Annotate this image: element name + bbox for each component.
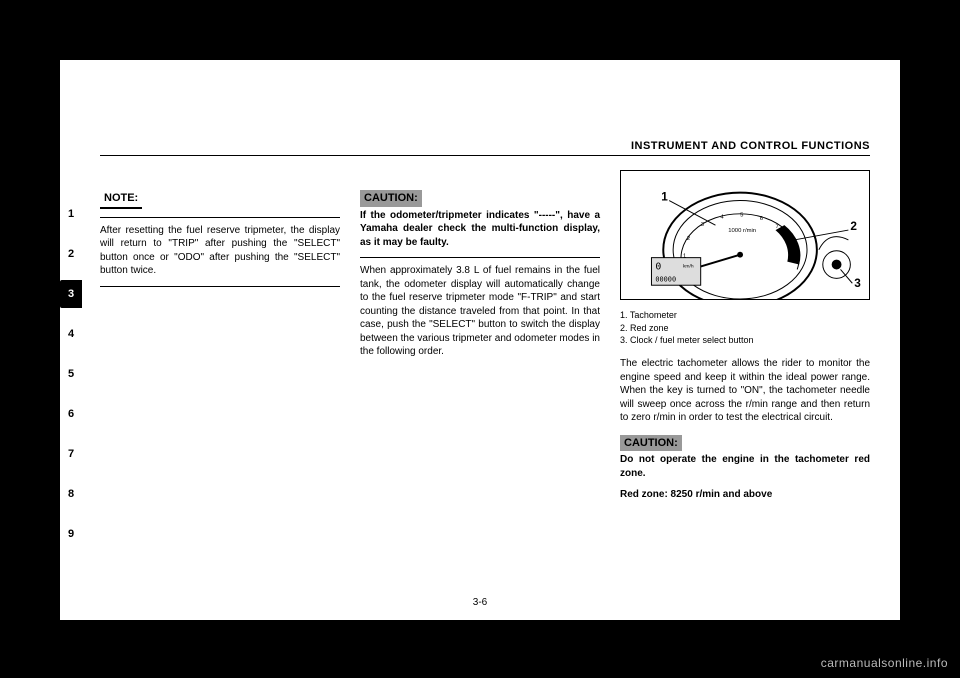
section-title: INSTRUMENT AND CONTROL FUNCTIONS — [631, 140, 870, 152]
tab-5: 5 — [60, 360, 82, 388]
svg-text:km/h: km/h — [683, 263, 694, 269]
tab-7: 7 — [60, 440, 82, 468]
column-1: NOTE: After resetting the fuel reserve t… — [100, 190, 340, 293]
tab-2: 2 — [60, 240, 82, 268]
caution-text: If the odometer/tripmeter indicates "---… — [360, 209, 600, 250]
section-header: INSTRUMENT AND CONTROL FUNCTIONS — [100, 140, 870, 156]
caution-label: CAUTION: — [620, 435, 682, 452]
tachometer-intro: The electric tachometer allows the rider… — [620, 357, 870, 425]
tab-4: 4 — [60, 320, 82, 348]
divider — [100, 286, 340, 287]
tab-9: 9 — [60, 520, 82, 548]
tab-3: 3 — [60, 280, 82, 308]
svg-text:0: 0 — [655, 261, 661, 272]
divider — [100, 217, 340, 218]
tachometer-figure: 0 1 2 3 4 5 6 7 8 9 1000 r/min 0 km/h 00… — [620, 170, 870, 300]
column-3: 0 1 2 3 4 5 6 7 8 9 1000 r/min 0 km/h 00… — [620, 170, 870, 510]
tab-6: 6 — [60, 400, 82, 428]
tab-1: 1 — [60, 200, 82, 228]
note-text: After resetting the fuel reserve tripmet… — [100, 224, 340, 278]
caution-label: CAUTION: — [360, 190, 422, 207]
figure-legend: 1. Tachometer 2. Red zone 3. Clock / fue… — [620, 310, 870, 347]
caution-text: Do not operate the engine in the tachome… — [620, 453, 870, 480]
tab-8: 8 — [60, 480, 82, 508]
legend-item-3: 3. Clock / fuel meter select button — [620, 335, 870, 347]
redzone-text: Red zone: 8250 r/min and above — [620, 488, 870, 502]
column-2: CAUTION: If the odometer/tripmeter indic… — [360, 190, 600, 367]
legend-item-2: 2. Red zone — [620, 323, 870, 335]
body-text: When approximately 3.8 L of fuel remains… — [360, 264, 600, 359]
svg-text:9: 9 — [793, 256, 796, 262]
svg-text:1000 r/min: 1000 r/min — [728, 228, 756, 234]
note-label: NOTE: — [100, 190, 142, 209]
manual-page: INSTRUMENT AND CONTROL FUNCTIONS 1 2 3 4… — [60, 60, 900, 620]
svg-text:1: 1 — [661, 190, 668, 204]
caution-block: CAUTION: Do not operate the engine in th… — [620, 435, 870, 502]
watermark: carmanualsonline.info — [821, 656, 948, 670]
svg-text:2: 2 — [850, 219, 857, 233]
legend-item-1: 1. Tachometer — [620, 310, 870, 322]
svg-text:7: 7 — [776, 224, 779, 230]
page-number: 3-6 — [473, 597, 487, 608]
svg-text:2: 2 — [687, 236, 690, 242]
svg-text:00000: 00000 — [655, 275, 676, 283]
svg-text:5: 5 — [740, 212, 744, 218]
chapter-tabs: 1 2 3 4 5 6 7 8 9 — [60, 200, 82, 560]
svg-text:3: 3 — [854, 276, 861, 290]
divider — [360, 257, 600, 258]
